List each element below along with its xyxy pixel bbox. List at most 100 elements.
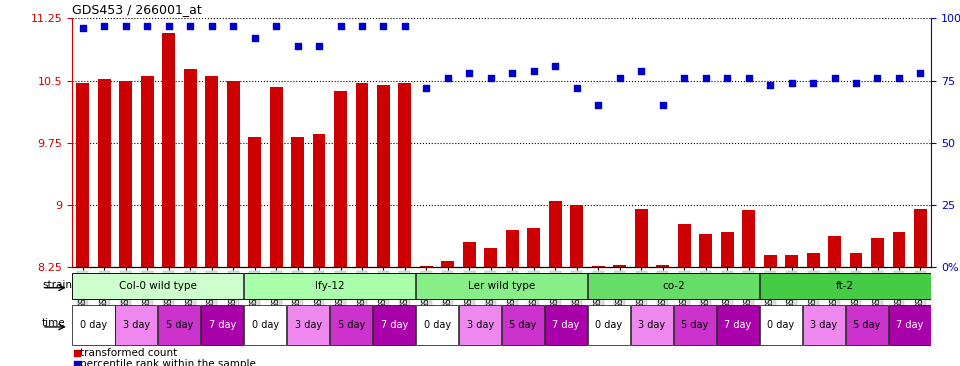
Text: 5 day: 5 day: [682, 320, 708, 330]
FancyBboxPatch shape: [202, 305, 244, 345]
Bar: [871, 238, 884, 267]
Bar: [98, 79, 110, 267]
Point: [375, 23, 391, 29]
Text: 7 day: 7 day: [896, 320, 924, 330]
FancyBboxPatch shape: [717, 305, 759, 345]
Point: [590, 102, 606, 108]
Bar: [893, 232, 905, 267]
Point: [762, 83, 778, 89]
Text: lfy-12: lfy-12: [315, 281, 345, 291]
Point: [397, 23, 413, 29]
FancyBboxPatch shape: [588, 273, 759, 299]
Point: [247, 35, 262, 41]
Bar: [227, 81, 240, 267]
Text: 0 day: 0 day: [423, 320, 451, 330]
Point: [75, 25, 90, 31]
Point: [441, 75, 456, 81]
Bar: [377, 85, 390, 267]
Point: [290, 43, 305, 49]
Text: 3 day: 3 day: [810, 320, 837, 330]
Text: co-2: co-2: [662, 281, 684, 291]
Point: [677, 75, 692, 81]
FancyBboxPatch shape: [631, 305, 673, 345]
Bar: [398, 83, 412, 267]
FancyBboxPatch shape: [502, 305, 544, 345]
Point: [118, 23, 133, 29]
FancyBboxPatch shape: [803, 305, 845, 345]
Text: 7 day: 7 day: [724, 320, 752, 330]
Text: strain: strain: [42, 280, 72, 290]
Text: Ler wild type: Ler wild type: [468, 281, 536, 291]
Text: 0 day: 0 day: [595, 320, 623, 330]
Text: 7 day: 7 day: [208, 320, 236, 330]
Point: [354, 23, 370, 29]
Text: 0 day: 0 day: [767, 320, 795, 330]
Bar: [355, 83, 369, 267]
Bar: [657, 265, 669, 267]
Bar: [442, 261, 454, 267]
Point: [784, 80, 800, 86]
Bar: [420, 265, 433, 267]
Bar: [549, 201, 562, 267]
Text: 5 day: 5 day: [166, 320, 193, 330]
Bar: [119, 81, 132, 267]
Point: [547, 63, 563, 68]
FancyBboxPatch shape: [244, 305, 286, 345]
Bar: [699, 234, 712, 267]
Bar: [162, 33, 175, 267]
FancyBboxPatch shape: [72, 273, 244, 299]
FancyBboxPatch shape: [287, 305, 329, 345]
Point: [333, 23, 348, 29]
Point: [870, 75, 885, 81]
Text: 7 day: 7 day: [380, 320, 408, 330]
Text: 3 day: 3 day: [123, 320, 150, 330]
Point: [182, 23, 198, 29]
FancyBboxPatch shape: [244, 273, 416, 299]
Point: [97, 23, 112, 29]
Point: [719, 75, 734, 81]
Point: [161, 23, 177, 29]
Point: [269, 23, 284, 29]
FancyBboxPatch shape: [158, 305, 201, 345]
Text: 0 day: 0 day: [252, 320, 279, 330]
Point: [805, 80, 821, 86]
Bar: [763, 255, 777, 267]
Bar: [635, 209, 648, 267]
Point: [505, 70, 520, 76]
Bar: [806, 253, 820, 267]
FancyBboxPatch shape: [72, 305, 114, 345]
Bar: [506, 230, 518, 267]
Text: ft-2: ft-2: [836, 281, 854, 291]
Point: [139, 23, 155, 29]
Point: [569, 85, 585, 91]
Bar: [742, 210, 756, 267]
Point: [299, 336, 314, 342]
Bar: [485, 248, 497, 267]
Point: [299, 232, 314, 238]
Point: [526, 68, 541, 74]
Text: 5 day: 5 day: [510, 320, 537, 330]
Bar: [141, 76, 154, 267]
Point: [483, 75, 498, 81]
Point: [741, 75, 756, 81]
Point: [204, 23, 219, 29]
Text: transformed count: transformed count: [81, 348, 178, 358]
Bar: [183, 69, 197, 267]
Point: [419, 85, 434, 91]
FancyBboxPatch shape: [373, 305, 416, 345]
Point: [655, 102, 670, 108]
Bar: [248, 137, 261, 267]
Text: Col-0 wild type: Col-0 wild type: [119, 281, 197, 291]
Point: [311, 43, 326, 49]
Bar: [570, 205, 584, 267]
Point: [913, 70, 928, 76]
Bar: [270, 87, 282, 267]
Text: time: time: [42, 318, 65, 328]
Bar: [591, 265, 605, 267]
Text: 5 day: 5 day: [853, 320, 880, 330]
FancyBboxPatch shape: [459, 305, 501, 345]
Text: 7 day: 7 day: [552, 320, 580, 330]
Point: [226, 23, 241, 29]
Point: [827, 75, 842, 81]
FancyBboxPatch shape: [759, 273, 931, 299]
